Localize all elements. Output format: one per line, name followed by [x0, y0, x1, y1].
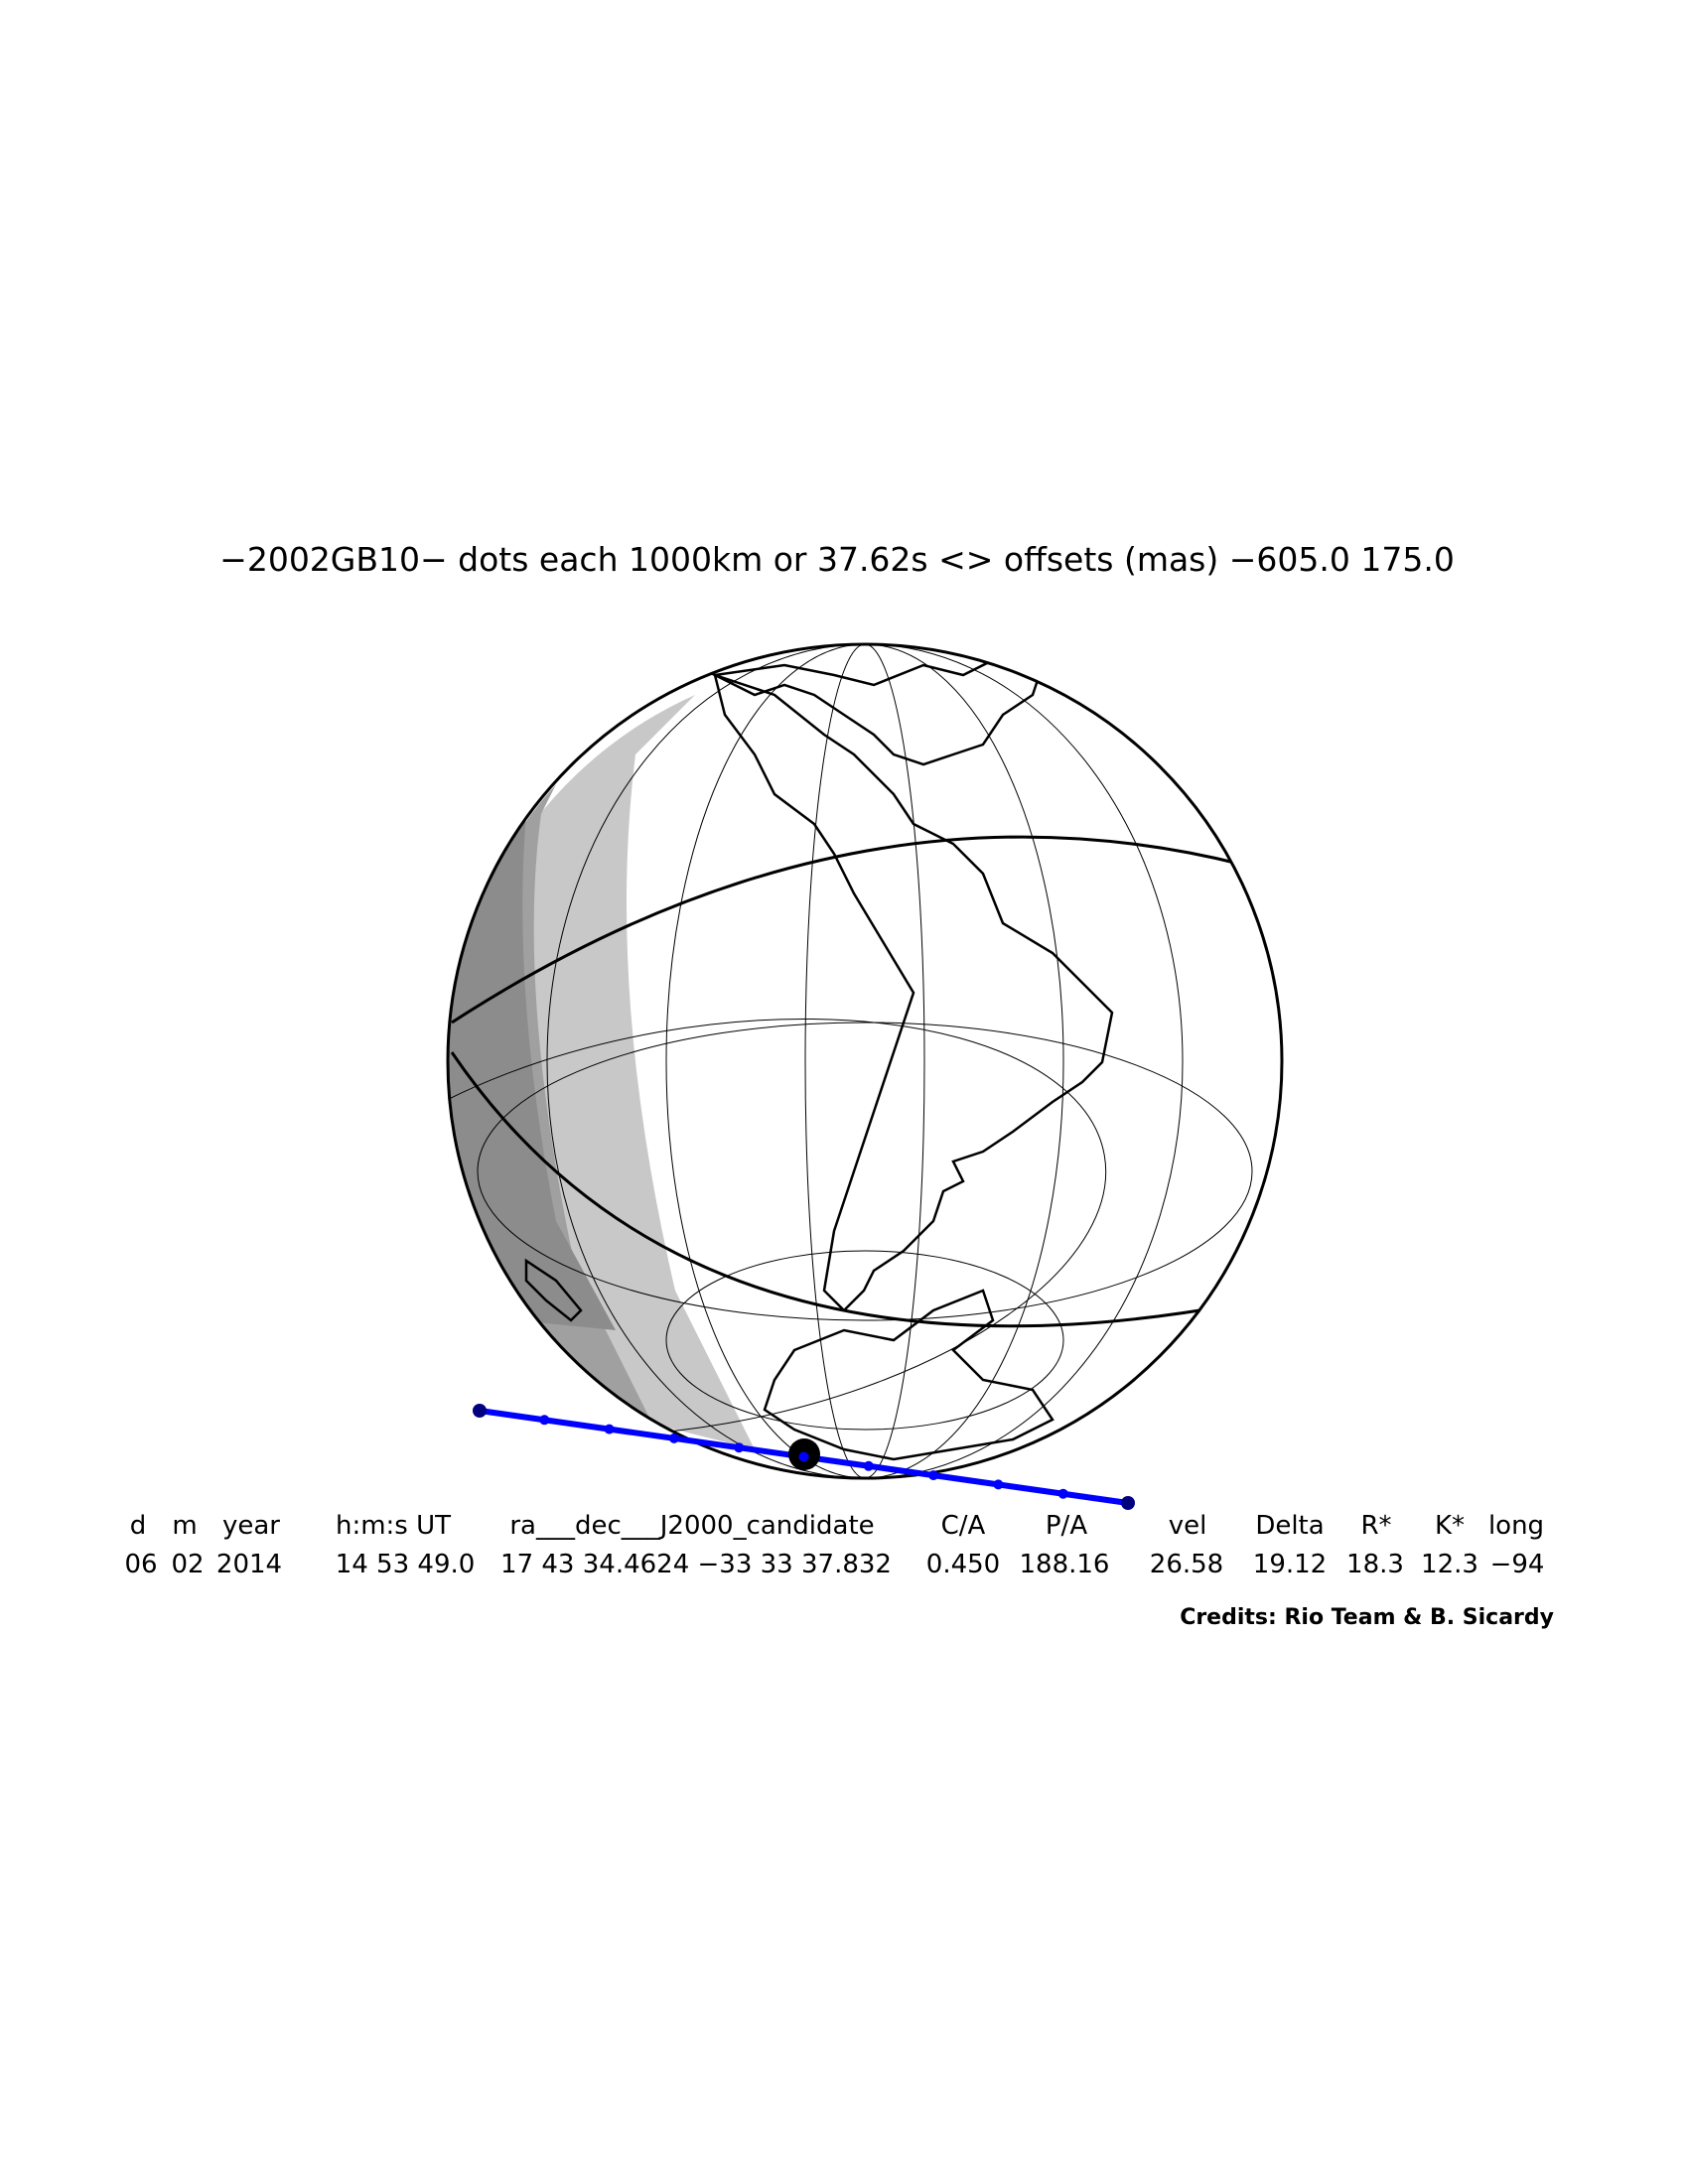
cell: 17 43 34.4624 −33 33 37.832 [500, 1550, 892, 1579]
column-header: year [222, 1511, 280, 1541]
column-header: ra___dec___J2000_candidate [509, 1511, 874, 1541]
globe [446, 642, 1284, 1480]
column-header: h:m:s UT [336, 1511, 451, 1541]
cell: 26.58 [1150, 1550, 1223, 1579]
credits: Credits: Rio Team & B. Sicardy [1180, 1605, 1554, 1630]
track-dot [668, 1433, 679, 1443]
cell: 2014 [216, 1550, 282, 1579]
cell: 14 53 49.0 [336, 1550, 476, 1579]
cell: 188.16 [1020, 1550, 1110, 1579]
column-header: Delta [1255, 1511, 1324, 1541]
cell: 02 [171, 1550, 204, 1579]
occultation-track [473, 1404, 1135, 1510]
track-dot [863, 1460, 874, 1471]
track-dot [539, 1415, 550, 1426]
cell: 19.12 [1253, 1550, 1327, 1579]
column-header: vel [1169, 1511, 1207, 1541]
column-header: P/A [1046, 1511, 1087, 1541]
event-table: d m year h:m:s UT ra___dec___J2000_candidate… [124, 1511, 1544, 1579]
column-header: m [172, 1511, 197, 1541]
track-dot [473, 1404, 487, 1418]
track-dot [734, 1442, 745, 1453]
track-dot [604, 1424, 615, 1434]
column-header: R* [1360, 1511, 1391, 1541]
cell: 18.3 [1346, 1550, 1404, 1579]
column-header: K* [1435, 1511, 1465, 1541]
cell: 0.450 [926, 1550, 1000, 1579]
cell: −94 [1490, 1550, 1545, 1579]
track-dot [1121, 1496, 1135, 1510]
track-dot [928, 1470, 939, 1481]
title: −2002GB10− dots each 1000km or 37.62s <>… [219, 540, 1455, 579]
track-dot [993, 1479, 1004, 1490]
cell: 06 [124, 1550, 157, 1579]
track-dot [798, 1451, 809, 1462]
column-header: C/A [941, 1511, 986, 1541]
cell: 12.3 [1421, 1550, 1478, 1579]
track-dot [1057, 1488, 1068, 1499]
column-header: long [1488, 1511, 1544, 1541]
column-header: d [130, 1511, 147, 1541]
